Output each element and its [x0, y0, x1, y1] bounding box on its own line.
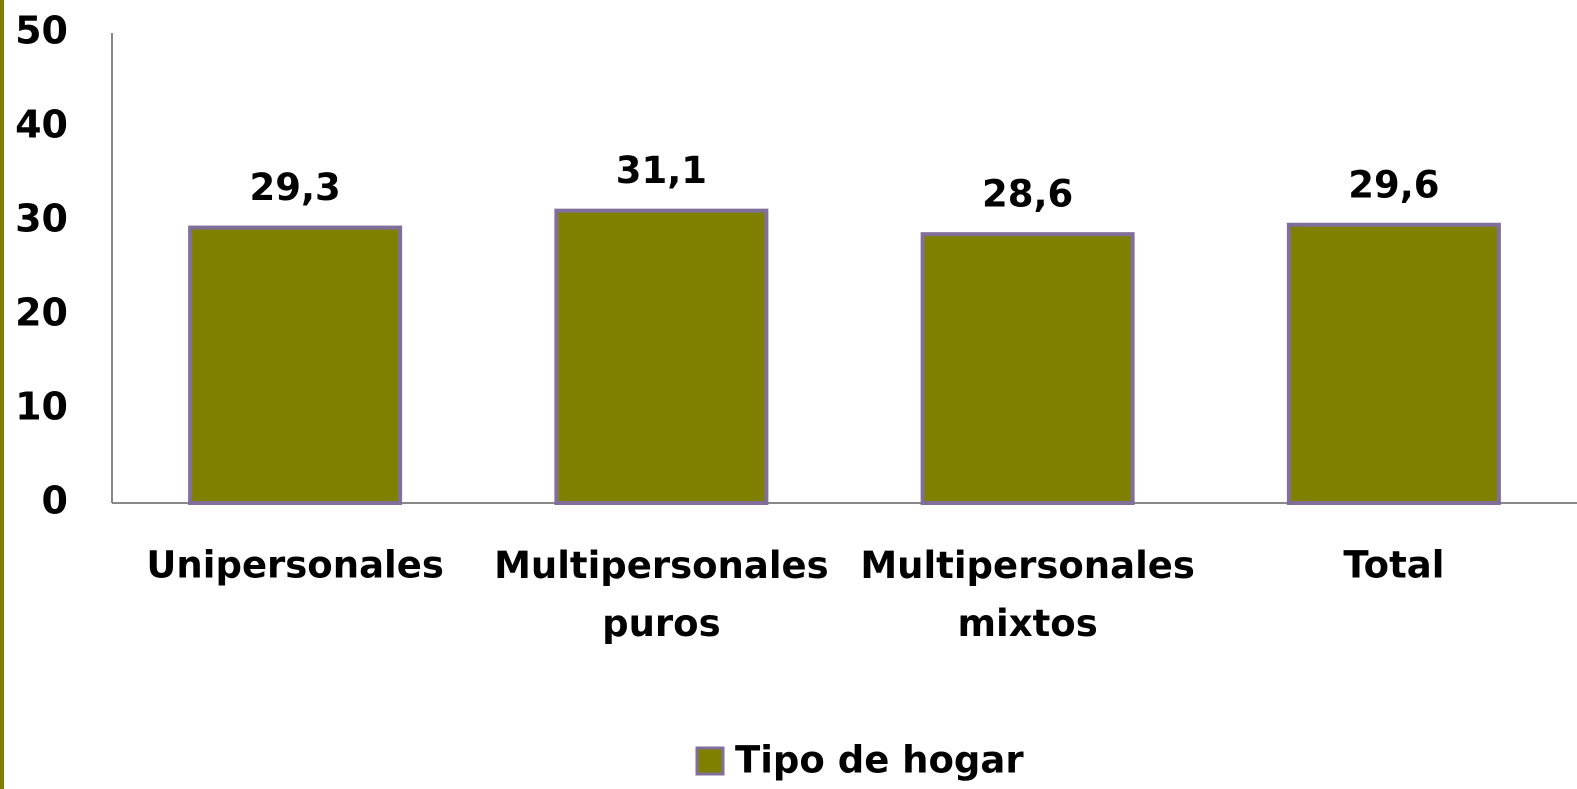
- y-tick-label: 50: [15, 9, 68, 53]
- y-tick-label: 10: [15, 385, 68, 429]
- legend-label: Tipo de hogar: [735, 739, 1024, 782]
- y-tick-label: 40: [15, 103, 68, 147]
- y-tick-label: 0: [42, 479, 68, 523]
- x-tick-label: Total: [1343, 544, 1444, 587]
- bar: [554, 208, 769, 505]
- bar: [1286, 222, 1501, 505]
- legend-swatch: [695, 746, 725, 776]
- data-label: 29,6: [1348, 163, 1439, 206]
- bar: [188, 225, 403, 506]
- x-tick-label: Unipersonales: [146, 544, 443, 587]
- x-tick-label: Multipersonales mixtos: [860, 544, 1195, 645]
- data-label: 28,6: [982, 173, 1073, 216]
- y-tick-label: 30: [15, 197, 68, 241]
- data-label: 31,1: [616, 149, 707, 192]
- data-label: 29,3: [249, 166, 340, 209]
- left-edge-decoration: [0, 0, 4, 789]
- y-tick-label: 20: [15, 291, 68, 335]
- bar: [920, 232, 1135, 505]
- x-tick-label: Multipersonales puros: [494, 544, 829, 645]
